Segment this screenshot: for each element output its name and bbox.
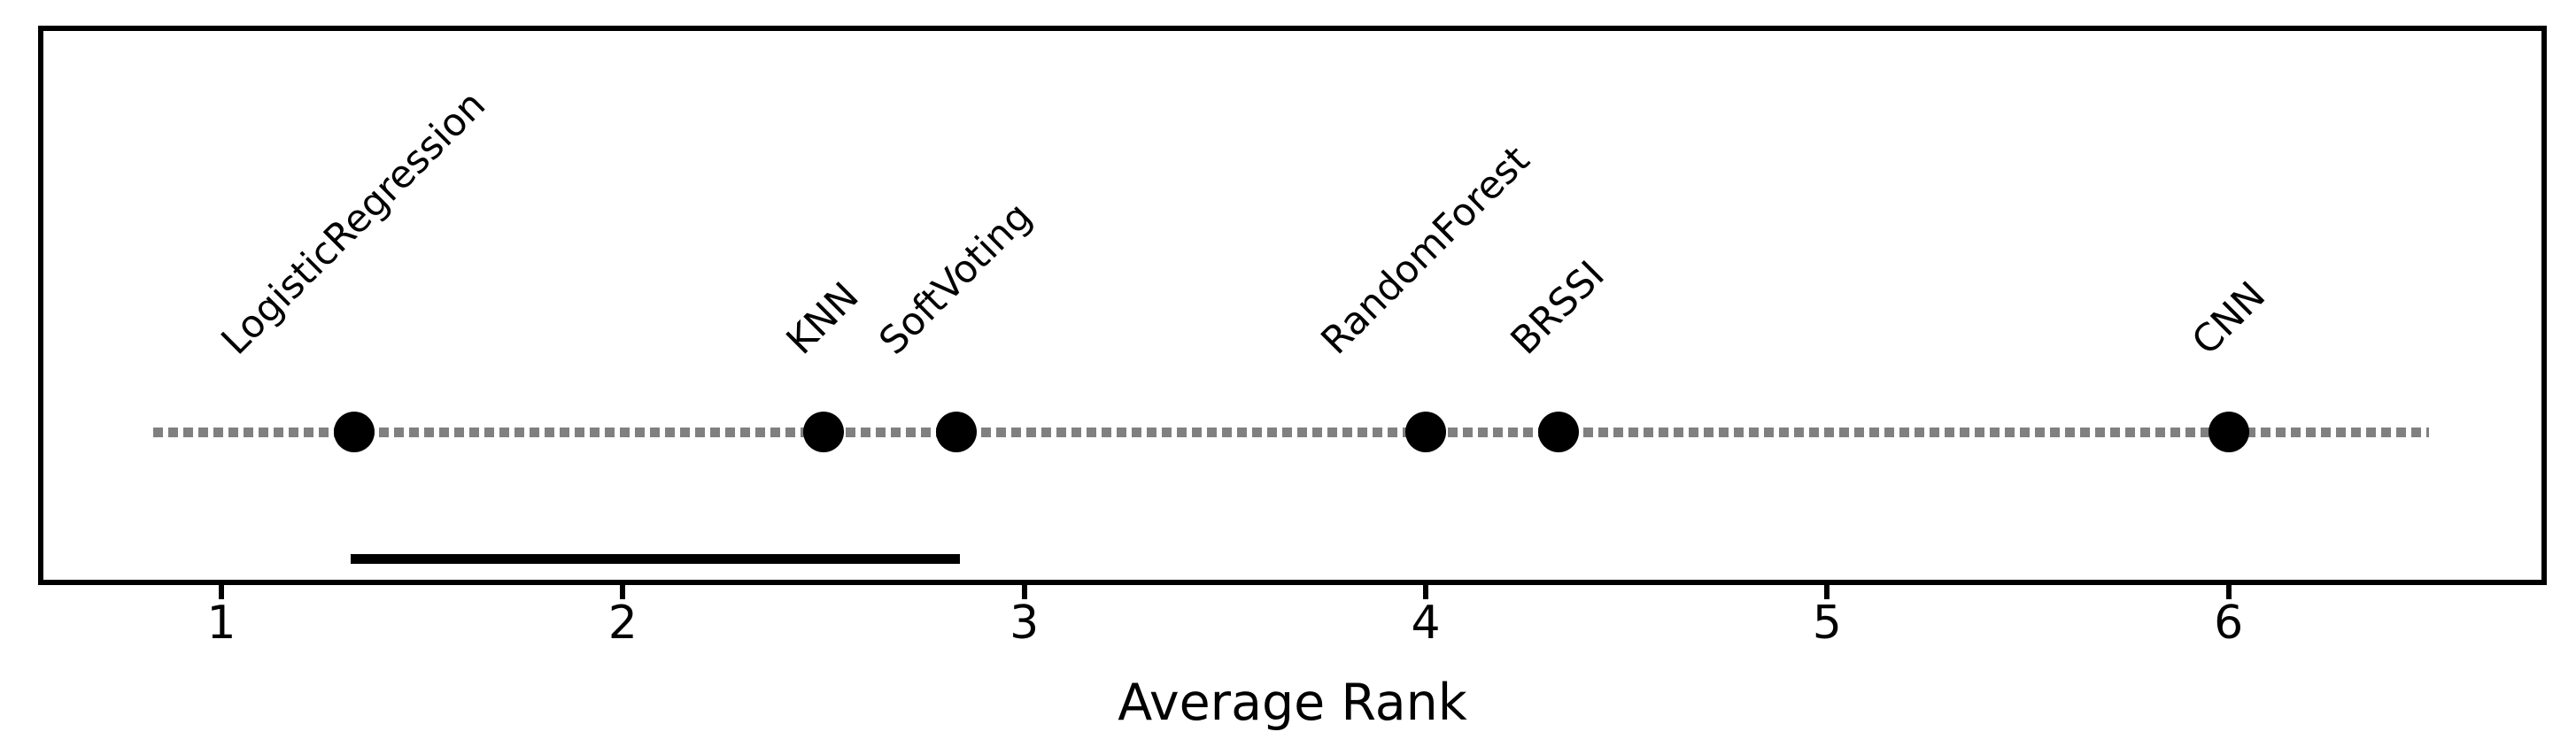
x-axis-label: Average Rank [1118, 674, 1467, 732]
x-tick-label: 5 [1812, 597, 1842, 650]
x-tick-mark [2225, 585, 2232, 599]
x-tick-label: 3 [1010, 597, 1040, 650]
x-tick-mark [1422, 585, 1428, 599]
plot-axes-box [38, 26, 2547, 585]
x-tick-mark [219, 585, 224, 599]
rank-dot-CNN [2208, 412, 2249, 452]
x-tick-mark [1021, 585, 1027, 599]
x-tick-label: 2 [607, 597, 638, 650]
rank-dot-RandomForest [1404, 412, 1446, 452]
rank-dot-SoftVoting [935, 412, 977, 452]
x-tick-mark [620, 585, 626, 599]
rank-axis-dotted-line [152, 428, 2430, 437]
rank-dot-LogisticRegression [333, 412, 375, 452]
significance-bar [350, 554, 960, 564]
rank-dot-BRSSI [1537, 412, 1579, 452]
x-tick-mark [1824, 585, 1830, 599]
rank-dot-KNN [802, 412, 844, 452]
x-tick-label: 6 [2214, 597, 2244, 650]
x-tick-label: 4 [1411, 597, 1441, 650]
x-tick-label: 1 [206, 597, 236, 650]
